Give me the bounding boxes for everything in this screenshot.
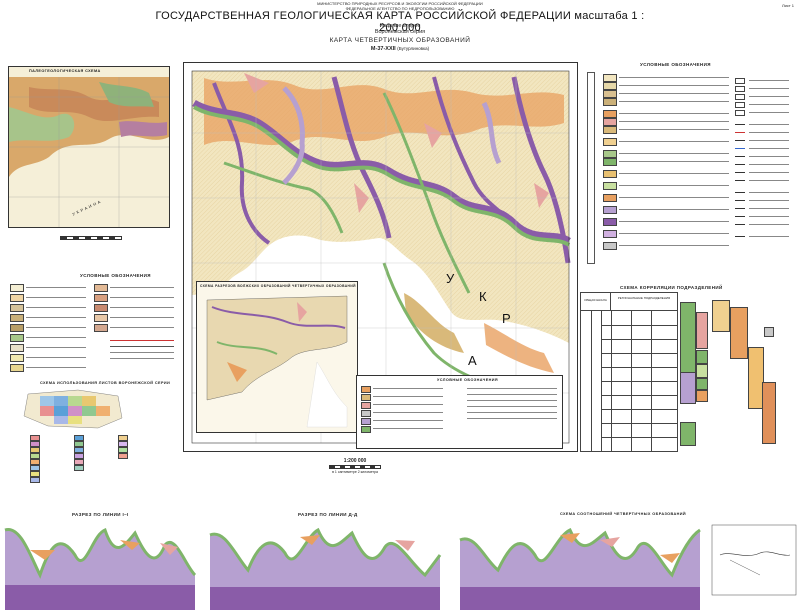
section-1-title: РАЗРЕЗ ПО ЛИНИИ I–I — [72, 512, 129, 517]
usage-scheme-map — [18, 388, 128, 430]
section-line-3 — [459, 527, 701, 610]
paleo-inset-frame: ПАЛЕОГЕОЛОГИЧЕСКАЯ СХЕМА УКРАИНА — [8, 66, 170, 228]
symbol-legend — [735, 72, 791, 262]
section-2-title: РАЗРЕЗ ПО ЛИНИИ Д-Д — [298, 512, 358, 517]
left-legend — [8, 280, 176, 375]
legend-swatch — [94, 314, 108, 322]
legend-swatch — [10, 324, 24, 332]
section-line-1 — [4, 528, 197, 610]
sheet-code: M-37-XXII — [370, 46, 396, 52]
correlation-title: СХЕМА КОРРЕЛЯЦИИ ПОДРАЗДЕЛЕНИЙ — [620, 285, 723, 290]
map-title: ГОСУДАРСТВЕННАЯ ГЕОЛОГИЧЕСКАЯ КАРТА РОСС… — [155, 10, 645, 34]
materials-scheme — [711, 524, 797, 596]
legend-swatch — [10, 304, 24, 312]
inset-legend-title: УСЛОВНЫЕ ОБОЗНАЧЕНИЯ — [437, 378, 499, 382]
scale-note: в 1 сантиметре 2 километра — [332, 470, 378, 474]
legend-swatch — [10, 294, 24, 302]
scale-bar — [329, 465, 381, 469]
legend-swatch — [10, 354, 24, 362]
main-geological-map — [191, 70, 571, 444]
correlation-scheme: ОБЩАЯ ШКАЛА РЕГИОНАЛЬНЫЕ ПОДРАЗДЕЛЕНИЯ — [580, 292, 790, 452]
sheet-number: Лист 1 — [781, 3, 794, 8]
sheet-name: (Бутурлиновка) — [397, 46, 430, 51]
usage-scheme-legend — [30, 435, 170, 490]
edition-label: Издание второе — [379, 23, 421, 29]
paleo-scale-bar — [60, 236, 122, 240]
right-legend-title: УСЛОВНЫЕ ОБОЗНАЧЕНИЯ — [640, 62, 711, 67]
section-line-2 — [209, 527, 442, 610]
left-legend-title: УСЛОВНЫЕ ОБОЗНАЧЕНИЯ — [80, 273, 151, 278]
legend-swatch — [94, 304, 108, 312]
map-type-title: КАРТА ЧЕТВЕРТИЧНЫХ ОБРАЗОВАНИЙ — [329, 37, 471, 44]
section-3-title: СХЕМА СООТНОШЕНИЙ ЧЕТВЕРТИЧНЫХ ОБРАЗОВАН… — [560, 512, 687, 516]
sections-inset-title: СХЕМА РАЗРЕЗОВ ВОЛЖСКИХ ОБРАЗОВАНИЙ ЧЕТВ… — [200, 284, 356, 288]
legend-swatch — [94, 324, 108, 332]
corr-header-general: ОБЩАЯ ШКАЛА — [581, 293, 611, 311]
map-scale: 1:200 000 в 1 сантиметре 2 километра — [325, 458, 385, 474]
main-map-frame: У К Р А И Н А СХЕМА РАЗРЕЗОВ ВОЛЖСКИХ ОБ… — [183, 62, 578, 452]
legend-swatch — [94, 294, 108, 302]
ministry-header: МИНИСТЕРСТВО ПРИРОДНЫХ РЕСУРСОВ И ЭКОЛОГ… — [210, 1, 590, 11]
legend-swatch — [94, 284, 108, 292]
usage-scheme-title: СХЕМА ИСПОЛЬЗОВАНИЯ ЛИСТОВ ВОРОНЕЖСКОЙ С… — [40, 381, 171, 385]
edition-block: Издание второе Воронежская серия — [300, 23, 500, 35]
corr-header-regional: РЕГИОНАЛЬНЫЕ ПОДРАЗДЕЛЕНИЯ — [611, 293, 677, 311]
legend-swatch — [10, 284, 24, 292]
scale-value: 1:200 000 — [343, 458, 367, 464]
correlation-table: ОБЩАЯ ШКАЛА РЕГИОНАЛЬНЫЕ ПОДРАЗДЕЛЕНИЯ — [580, 292, 678, 452]
legend-swatch — [10, 314, 24, 322]
paleo-inset-map — [9, 77, 169, 227]
inset-legend: УСЛОВНЫЕ ОБОЗНАЧЕНИЯ — [356, 375, 563, 449]
legend-swatch — [10, 364, 24, 372]
sheet-id: M-37-XXII (Бутурлиновка) — [300, 46, 500, 52]
ministry-line-1: МИНИСТЕРСТВО ПРИРОДНЫХ РЕСУРСОВ И ЭКОЛОГ… — [317, 1, 483, 6]
geological-cross-sections — [4, 524, 797, 610]
legend-swatch — [10, 344, 24, 352]
right-legend — [585, 68, 795, 268]
series-label: Воронежская серия — [374, 29, 426, 35]
sections-inset: СХЕМА РАЗРЕЗОВ ВОЛЖСКИХ ОБРАЗОВАНИЙ ЧЕТВ… — [196, 281, 358, 433]
legend-swatch — [10, 334, 24, 342]
paleo-inset-title: ПАЛЕОГЕОЛОГИЧЕСКАЯ СХЕМА — [29, 69, 101, 73]
ministry-line-2: ФЕДЕРАЛЬНОЕ АГЕНТСТВО ПО НЕДРОПОЛЬЗОВАНИ… — [345, 5, 455, 11]
